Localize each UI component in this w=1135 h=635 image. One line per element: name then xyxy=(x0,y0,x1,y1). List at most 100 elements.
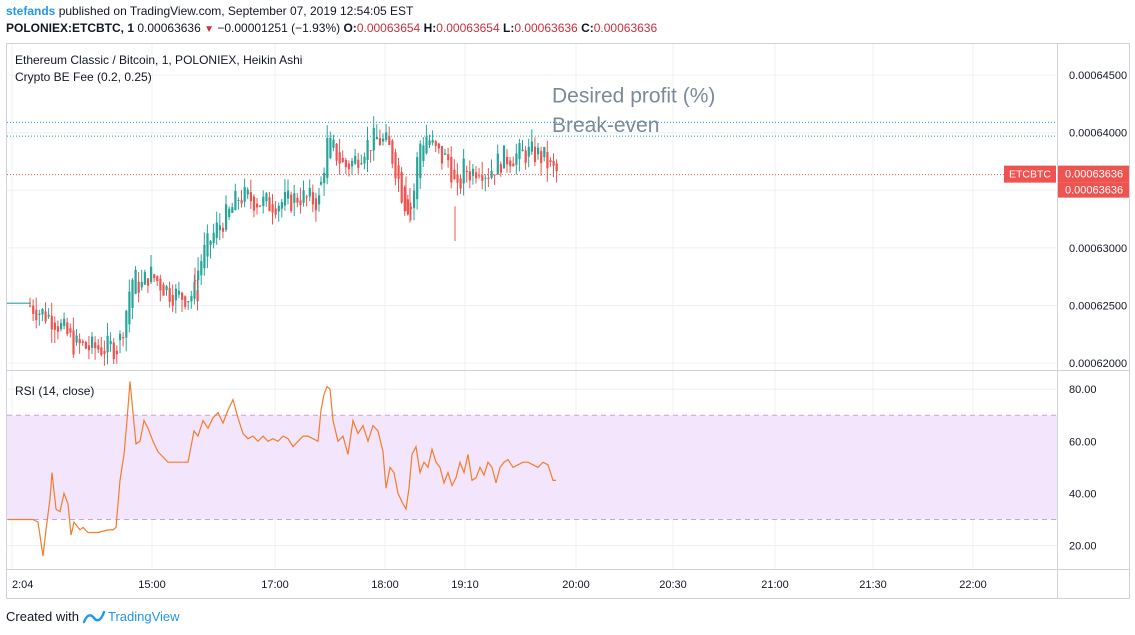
candle-body xyxy=(453,169,456,179)
candle-body xyxy=(125,310,128,338)
price-tick-label: 0.00062000 xyxy=(1069,358,1127,370)
candle-body xyxy=(403,187,406,212)
close-price-badge-text: 0.00063636 xyxy=(1065,185,1123,197)
candle-body xyxy=(360,163,363,165)
rsi-legend: RSI (14, close) xyxy=(15,384,95,398)
close-label: C: xyxy=(581,21,594,35)
candle-body xyxy=(416,157,419,200)
candle-body xyxy=(465,171,468,173)
candle-body xyxy=(502,145,506,169)
symbol-label: POLONIEX:ETCBTC, 1 xyxy=(6,21,135,35)
candle-body xyxy=(499,164,502,173)
candle-body xyxy=(318,195,321,205)
candle-body xyxy=(394,152,397,179)
candle-body xyxy=(354,155,357,164)
footer: Created with TradingView xyxy=(6,609,180,624)
candle-body xyxy=(228,208,231,218)
candle-body xyxy=(540,151,543,164)
published-text: published on TradingView.com, September … xyxy=(58,4,414,18)
candle-body xyxy=(271,204,274,213)
candle-body xyxy=(190,296,193,302)
candle-body xyxy=(174,288,177,301)
candle-body xyxy=(546,152,549,169)
rsi-tick-label: 20.00 xyxy=(1069,541,1097,553)
candle-body xyxy=(552,161,555,166)
down-triangle-icon: ▼ xyxy=(204,24,215,35)
candle-body xyxy=(32,305,35,314)
candle-body xyxy=(81,341,84,343)
candle-body xyxy=(475,172,478,179)
candle-body xyxy=(194,280,197,282)
candle-body xyxy=(283,192,287,206)
candle-body xyxy=(140,281,143,288)
candle-body xyxy=(252,196,256,211)
candle-body xyxy=(115,350,118,355)
candle-body xyxy=(397,165,400,179)
chart-canvas[interactable]: Desired profit (%) Break-even 0.00062000 0.… xyxy=(7,44,1129,598)
candle-body xyxy=(509,160,512,167)
candle-body xyxy=(382,138,385,142)
candle-body xyxy=(277,205,280,212)
candle-body xyxy=(268,197,271,212)
candle-body xyxy=(212,232,215,243)
candle-body xyxy=(372,127,375,151)
symbol-badge xyxy=(1004,165,1056,183)
candle-body xyxy=(249,192,252,202)
candle-body xyxy=(240,200,243,204)
candle-body xyxy=(156,276,159,282)
candle-body xyxy=(131,279,134,308)
candle-body xyxy=(78,338,81,344)
candle-body xyxy=(237,199,240,201)
candle-body xyxy=(134,269,137,294)
candle-body xyxy=(162,284,165,296)
publisher-name[interactable]: stefands xyxy=(6,4,56,18)
last-price-badge xyxy=(1058,165,1129,183)
candle-body xyxy=(146,278,150,286)
candle-body xyxy=(259,205,262,207)
candle-body xyxy=(231,207,234,213)
candle-body xyxy=(287,190,290,199)
candle-body xyxy=(524,150,527,163)
candle-body xyxy=(422,145,425,161)
candle-body xyxy=(197,270,200,281)
candle-body xyxy=(53,322,56,330)
candle-body xyxy=(159,278,162,291)
candle-body xyxy=(280,202,283,209)
rsi-tick-label: 60.00 xyxy=(1069,436,1097,448)
chart-frame[interactable]: Desired profit (%) Break-even 0.00062000 0.… xyxy=(6,43,1130,599)
low-label: L: xyxy=(502,21,515,35)
candle-body xyxy=(378,138,382,145)
candle-body xyxy=(168,288,171,302)
candle-body xyxy=(246,189,249,195)
candle-body xyxy=(338,152,341,164)
candle-body xyxy=(341,157,344,163)
candle-body xyxy=(184,296,187,307)
time-tick-label: 21:00 xyxy=(761,579,789,591)
tradingview-brand-link[interactable]: TradingView xyxy=(82,609,180,624)
candle-body xyxy=(391,140,394,164)
time-tick-label: 17:00 xyxy=(261,579,289,591)
candle-body xyxy=(256,203,259,208)
candle-body xyxy=(533,146,537,163)
candle-body xyxy=(444,153,447,155)
candle-body xyxy=(50,315,53,330)
candle-body xyxy=(521,149,524,152)
candle-body xyxy=(335,143,338,161)
candle-body xyxy=(347,163,351,170)
candle-body xyxy=(187,301,190,303)
candle-body xyxy=(265,193,268,202)
time-tick-label: 15:00 xyxy=(138,579,166,591)
candle-body xyxy=(530,141,533,152)
rsi-tick-label: 40.00 xyxy=(1069,488,1097,500)
candle-body xyxy=(369,150,372,152)
price-tick-label: 0.00064000 xyxy=(1069,128,1127,140)
candle-body xyxy=(218,225,221,231)
candle-body xyxy=(329,137,332,158)
time-tick-label: 22:00 xyxy=(959,579,987,591)
candle-body xyxy=(512,163,515,167)
candle-body xyxy=(409,206,413,210)
candle-body xyxy=(385,132,388,141)
candle-body xyxy=(320,181,323,185)
desired-profit-label: Desired profit (%) xyxy=(552,84,715,107)
candle-body xyxy=(506,156,509,165)
